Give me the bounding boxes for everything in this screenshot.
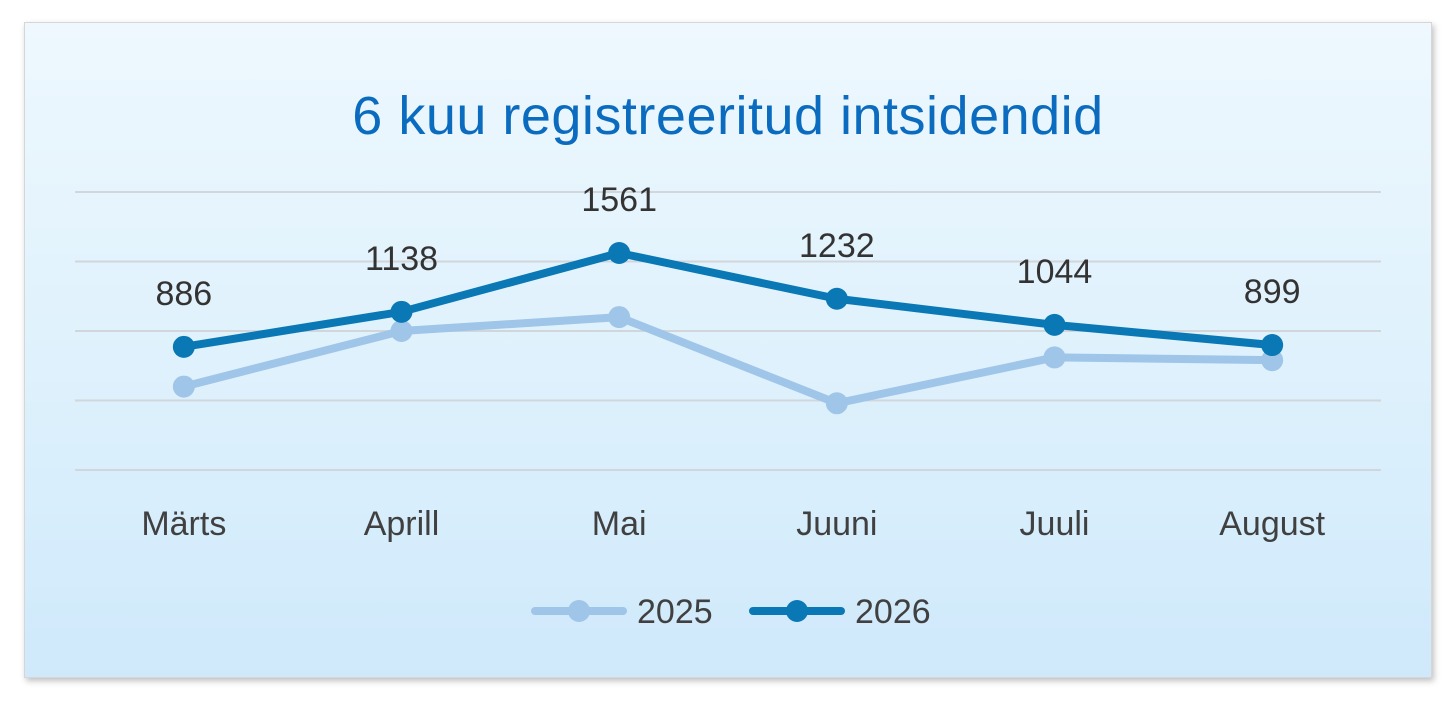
data-point-2025 [608,306,631,329]
x-tick-label: Mai [592,505,647,543]
data-point-2026 [825,287,848,310]
series-line-2026 [179,249,1277,351]
data-point-2025 [825,392,848,415]
data-label: 1138 [365,240,438,278]
x-tick-label: Märts [141,505,226,543]
data-point-2026 [1261,334,1284,357]
data-label: 899 [1244,273,1301,311]
legend-marker-2026 [786,600,808,622]
data-label: 1232 [799,227,875,265]
series-line-2025 [179,313,1277,408]
legend-marker-2025 [568,600,590,622]
x-tick-label: August [1219,505,1325,543]
data-label: 1561 [581,181,657,219]
data-point-2025 [172,375,195,398]
data-labels: 886 1138 1561 1232 1044 899 [155,181,1300,313]
x-tick-label: Juuli [1020,505,1090,543]
data-point-2025 [390,320,413,342]
data-point-2025 [1261,349,1284,372]
data-point-2026 [172,335,195,358]
legend: 2025 2026 [531,593,931,631]
line-chart: 886 1138 1561 1232 1044 899 Märts Aprill Mai Juu… [75,181,1381,631]
data-label: 886 [155,275,212,313]
data-point-2026 [1043,313,1066,336]
legend-label-2026: 2026 [855,593,931,631]
x-tick-label: Juuni [796,505,877,543]
data-point-2025 [1043,346,1066,369]
data-point-2026 [390,300,413,323]
chart-title: 6 kuu registreeritud intsidendid [352,86,1104,146]
chart-frame: 6 kuu registreeritud intsidendid 886 1138… [24,22,1432,678]
x-tick-label: Aprill [364,505,440,543]
data-point-2026 [608,242,631,265]
x-axis-labels: Märts Aprill Mai Juuni Juuli August [141,505,1325,543]
legend-label-2025: 2025 [637,593,713,631]
series-lines [172,242,1284,415]
data-label: 1044 [1017,253,1093,291]
